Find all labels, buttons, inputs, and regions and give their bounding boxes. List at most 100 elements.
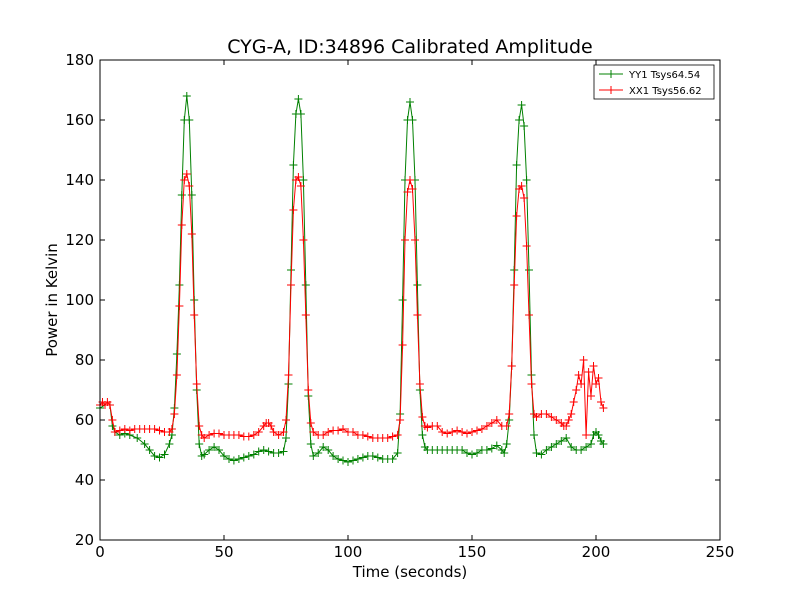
- series-1: [96, 170, 608, 442]
- data-point-1-41: [249, 431, 258, 439]
- data-point-1-71: [358, 431, 367, 439]
- data-point-1-57: [299, 236, 308, 244]
- data-point-1-15: [155, 426, 164, 435]
- data-point-0-40: [259, 446, 268, 454]
- data-point-0-102: [502, 440, 511, 448]
- data-point-1-76: [383, 434, 392, 442]
- data-point-1-113: [520, 194, 529, 202]
- data-point-1-42: [254, 428, 263, 436]
- data-point-0-53: [301, 281, 310, 289]
- data-point-1-58: [301, 311, 310, 319]
- data-point-0-83: [418, 431, 427, 439]
- data-point-1-24: [182, 170, 191, 178]
- x-tick-label: 200: [582, 543, 611, 561]
- data-point-0-50: [294, 95, 303, 103]
- data-point-0-92: [458, 446, 467, 454]
- series-layer: [96, 92, 608, 466]
- data-point-0-22: [185, 116, 194, 124]
- data-point-0-61: [334, 455, 343, 463]
- data-point-1-55: [294, 173, 303, 181]
- x-tick-label: 0: [95, 543, 105, 561]
- data-point-0-124: [582, 443, 591, 451]
- data-point-1-28: [192, 380, 201, 388]
- legend-marker-yy1: [607, 70, 615, 78]
- data-point-1-69: [349, 428, 357, 436]
- data-point-1-116: [527, 380, 536, 388]
- legend-label-xx1: XX1 Tsys56.62: [629, 86, 702, 97]
- x-tick-label: 100: [334, 543, 363, 561]
- data-point-0-81: [413, 281, 422, 289]
- data-point-0-106: [512, 161, 521, 169]
- data-point-0-34: [229, 456, 238, 465]
- data-point-1-133: [582, 431, 591, 439]
- y-tick-label: 180: [65, 51, 94, 69]
- data-point-1-128: [569, 398, 578, 406]
- data-point-0-55: [306, 440, 315, 448]
- data-point-0-109: [520, 122, 529, 130]
- data-point-0-73: [393, 449, 402, 457]
- data-point-1-38: [234, 431, 243, 439]
- data-point-1-103: [487, 419, 496, 427]
- data-point-1-127: [567, 410, 576, 418]
- data-point-1-86: [413, 311, 422, 319]
- data-point-0-14: [165, 440, 174, 448]
- y-tick-label: 100: [65, 291, 94, 309]
- data-point-1-129: [572, 386, 581, 394]
- data-point-1-126: [564, 416, 573, 424]
- data-point-1-115: [525, 311, 533, 319]
- data-point-1-98: [463, 429, 471, 438]
- data-point-1-134: [584, 368, 593, 376]
- data-point-0-113: [530, 431, 538, 439]
- data-point-0-101: [500, 449, 509, 457]
- data-point-1-7: [115, 426, 124, 435]
- data-point-1-100: [473, 426, 481, 435]
- data-point-0-65: [353, 455, 362, 463]
- data-point-1-90: [423, 423, 432, 432]
- data-point-0-39: [254, 447, 263, 456]
- data-point-1-84: [408, 185, 417, 193]
- data-point-0-21: [182, 92, 191, 100]
- data-point-1-139: [597, 398, 605, 406]
- x-axis-label: Time (seconds): [352, 563, 468, 581]
- data-point-1-46: [267, 422, 276, 430]
- data-point-1-137: [592, 380, 600, 388]
- legend-box: [593, 64, 715, 100]
- data-point-0-58: [319, 443, 328, 451]
- data-point-1-140: [599, 404, 608, 412]
- data-point-1-66: [334, 426, 343, 435]
- data-point-0-99: [492, 441, 501, 450]
- data-point-1-59: [304, 386, 313, 394]
- data-point-1-104: [492, 416, 501, 424]
- data-point-1-50: [282, 416, 290, 424]
- data-point-1-9: [125, 426, 134, 435]
- y-tick-label: 160: [65, 111, 94, 129]
- data-point-1-48: [274, 431, 283, 439]
- data-point-1-112: [517, 182, 526, 190]
- data-point-0-31: [215, 446, 223, 454]
- data-point-1-121: [547, 413, 556, 421]
- data-point-1-93: [438, 428, 447, 436]
- data-point-0-45: [282, 434, 290, 442]
- data-point-0-118: [552, 440, 561, 448]
- y-tick-label: 140: [65, 171, 94, 189]
- data-point-1-87: [415, 380, 424, 388]
- data-point-1-125: [562, 422, 571, 430]
- data-point-0-35: [234, 455, 243, 463]
- data-point-0-78: [406, 98, 414, 106]
- data-point-1-101: [477, 425, 486, 433]
- data-point-1-18: [167, 425, 176, 433]
- data-point-0-72: [388, 455, 397, 463]
- data-point-0-63: [344, 458, 352, 466]
- data-point-1-67: [339, 425, 347, 433]
- data-point-1-40: [244, 432, 253, 441]
- data-point-0-18: [175, 281, 184, 289]
- data-point-0-8: [133, 434, 142, 442]
- data-point-1-6: [110, 428, 119, 436]
- data-point-1-114: [522, 242, 531, 250]
- data-point-0-107: [515, 116, 524, 124]
- data-point-0-116: [542, 446, 551, 454]
- y-tick-label: 40: [75, 471, 94, 489]
- data-point-0-60: [329, 452, 338, 460]
- data-point-1-4: [105, 401, 114, 409]
- legend-label-yy1: YY1 Tsys64.54: [628, 70, 700, 81]
